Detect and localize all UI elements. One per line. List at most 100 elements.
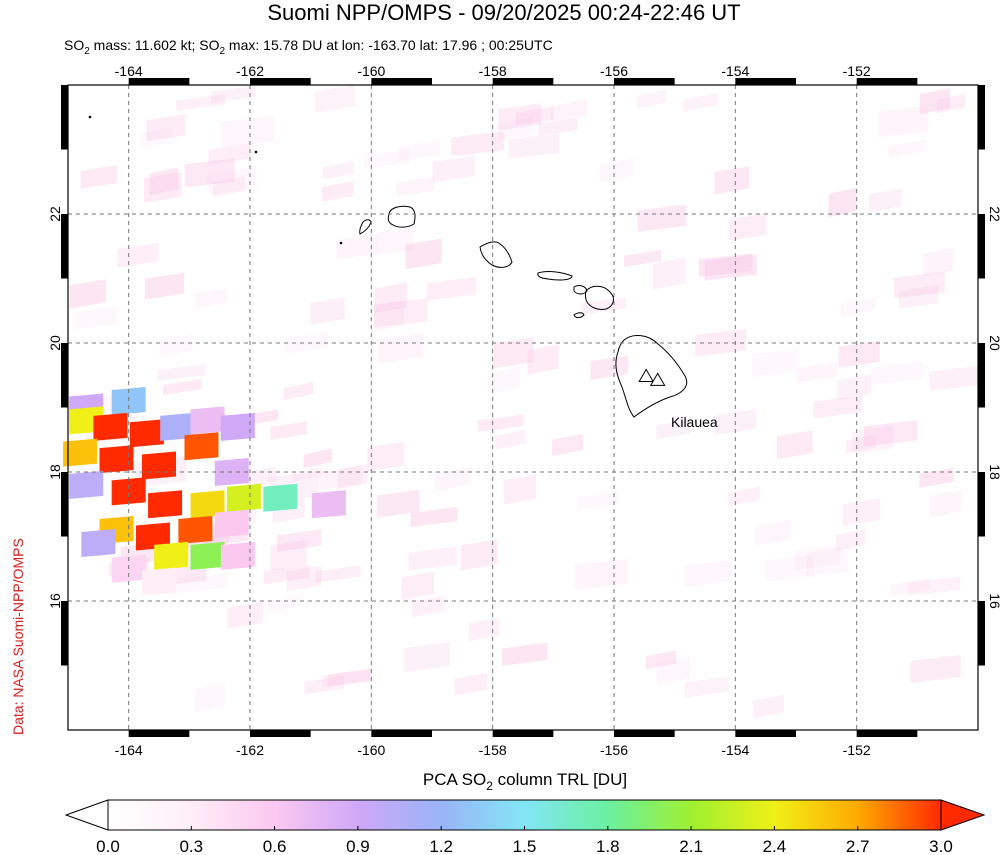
lon-tick-label-bottom: -152 (843, 742, 871, 758)
frame-bar-right (978, 472, 985, 537)
background-cell (320, 465, 363, 490)
coast-hawaii (615, 335, 688, 418)
background-cell (270, 540, 307, 571)
background-cell (656, 419, 691, 440)
background-cell (776, 430, 813, 460)
background-cell (286, 565, 322, 592)
background-cell (377, 226, 414, 256)
background-cell (714, 166, 750, 195)
background-cell (751, 348, 799, 377)
background-cell (276, 529, 322, 552)
lon-tick-label-bottom: -160 (357, 742, 385, 758)
background-cell (411, 595, 445, 618)
colorbar-tick-label: 1.8 (596, 837, 620, 855)
so2-cell (81, 528, 116, 557)
frame-bar-left (61, 214, 68, 279)
background-cell (813, 395, 862, 419)
background-cell (212, 176, 246, 197)
volcano-triangle-marker (638, 368, 655, 383)
background-cell (74, 306, 118, 330)
background-cell (872, 361, 923, 385)
so2-plume (63, 387, 346, 596)
background-cell (552, 433, 584, 457)
background-cell (923, 247, 954, 277)
background-cell (806, 546, 849, 578)
volcano-label-kilauea: Kilauea (671, 414, 718, 430)
background-cell (599, 158, 635, 182)
background-cell (303, 448, 332, 469)
background-cell (908, 576, 961, 596)
lon-tick-label-top: -154 (721, 63, 749, 79)
background-cell (336, 234, 379, 260)
background-cell (929, 365, 981, 391)
so2-cell (142, 567, 176, 596)
lon-tick-label-bottom: -154 (721, 742, 749, 758)
background-cell (117, 242, 159, 268)
background-cell (327, 668, 372, 687)
background-cell (80, 164, 118, 190)
background-cell (590, 355, 629, 380)
coast-kauai (387, 205, 416, 228)
background-cell (683, 93, 718, 112)
colorbar-under-arrow (64, 799, 109, 831)
lon-tick-label-top: -160 (357, 63, 385, 79)
background-cell (863, 420, 918, 447)
lon-tick-label-bottom: -158 (479, 742, 507, 758)
so2-cell (220, 412, 255, 441)
frame-bar-bottom (492, 730, 554, 737)
background-cell (426, 277, 477, 301)
background-cell (404, 642, 451, 673)
background-cell (211, 85, 256, 103)
frame-bar-top (856, 78, 918, 85)
background-cell (919, 88, 951, 115)
so2-cell (111, 477, 146, 506)
background-cell (842, 498, 881, 527)
so2-cell (226, 483, 261, 512)
so2-cell (154, 541, 189, 570)
frame-bar-left (61, 85, 68, 150)
background-cell (637, 89, 666, 109)
background-cell (893, 271, 945, 299)
frame-bar-left (61, 343, 68, 408)
lat-tick-label-right: 18 (987, 464, 1003, 480)
so2-cell (93, 412, 128, 441)
islet-dot (254, 150, 258, 154)
so2-cell (184, 432, 219, 461)
background-cell (840, 296, 876, 317)
background-cell (270, 421, 307, 440)
map-subtitle: SO2 mass: 11.602 kt; SO2 max: 15.78 DU a… (64, 37, 553, 57)
frame-bar-bottom (250, 730, 311, 737)
background-cell (695, 328, 747, 357)
volcano-markers (638, 368, 666, 386)
background-cell (494, 429, 526, 450)
frame-bar-bottom (614, 730, 675, 737)
background-cell (478, 414, 524, 432)
background-cell (645, 650, 677, 670)
so2-cell (190, 490, 225, 519)
coast-lanai (573, 285, 588, 295)
background-cell (704, 254, 757, 281)
background-cell (69, 279, 106, 309)
background-cell (162, 378, 202, 396)
background-cell (451, 131, 505, 157)
background-cell (321, 180, 354, 202)
frame-bar-top (492, 78, 554, 85)
background-cell (322, 669, 370, 687)
background-cell (491, 366, 520, 393)
so2-cell (311, 490, 346, 519)
coastlines (88, 115, 688, 418)
volcano-triangle-marker (649, 372, 666, 386)
islet-dot (88, 115, 92, 119)
background-cell (146, 114, 186, 142)
background-cell (157, 363, 206, 381)
background-cell (910, 655, 961, 683)
background-cell (765, 554, 815, 582)
frame-bar-bottom (856, 730, 918, 737)
colorbar-label: PCA SO2 column TRL [DU] (423, 770, 627, 793)
so2-cell (190, 406, 225, 435)
frame-bar-right (978, 343, 985, 408)
background-cell (159, 334, 194, 357)
colorbar-ticks: 0.0 0.3 0.6 0.9 1.2 1.5 1.8 2.1 2.4 2.7 3.0 (96, 826, 953, 855)
background-cell (283, 382, 314, 401)
background-cell (828, 187, 857, 218)
